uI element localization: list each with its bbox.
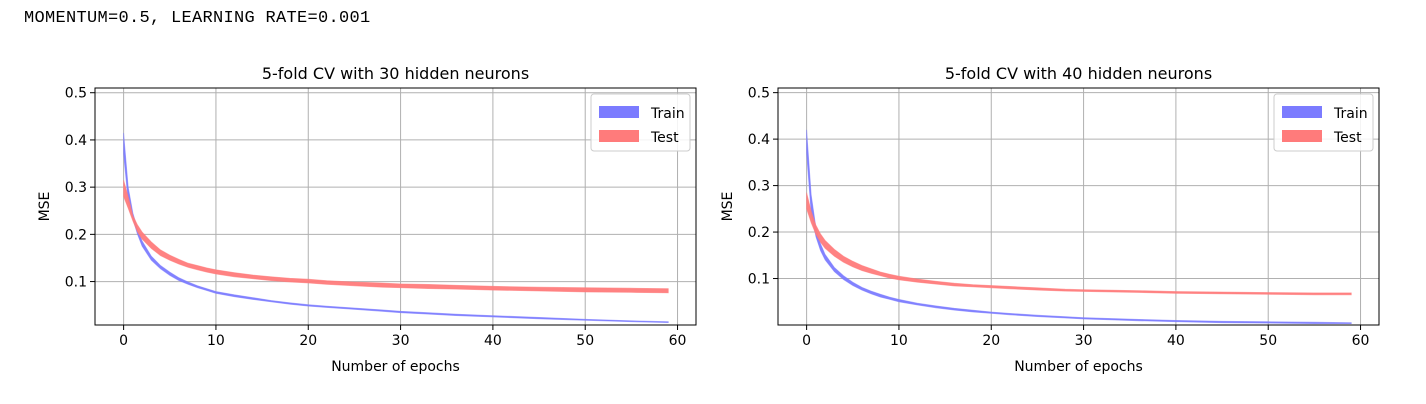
y-tick-label: 0.2 bbox=[748, 225, 770, 241]
legend: Train Test bbox=[1273, 93, 1374, 152]
grid-lines bbox=[95, 88, 696, 325]
chart-title: 5-fold CV with 40 hidden neurons bbox=[945, 64, 1212, 83]
chart-svg: 5-fold CV with 30 hidden neurons 0 10 20 30 4… bbox=[37, 64, 697, 375]
y-tick-label: 0.4 bbox=[65, 133, 87, 149]
legend-swatch-train bbox=[1282, 106, 1322, 118]
legend-label-test: Test bbox=[1333, 130, 1362, 146]
x-axis-label: Number of epochs bbox=[1014, 359, 1143, 375]
x-tick-label: 0 bbox=[802, 333, 811, 349]
x-tick-label: 40 bbox=[484, 333, 502, 349]
x-tick-label: 0 bbox=[119, 333, 128, 349]
y-tick-label: 0.5 bbox=[65, 86, 87, 102]
chart-40-hidden-neurons: 5-fold CV with 40 hidden neurons 0 10 20 30 4… bbox=[683, 56, 1383, 396]
x-tick-label: 50 bbox=[1259, 333, 1277, 349]
series-band-test bbox=[123, 179, 669, 294]
x-tick-label: 10 bbox=[207, 333, 225, 349]
legend-label-test: Test bbox=[650, 130, 679, 146]
plot-frame bbox=[777, 87, 1380, 326]
series-band-test bbox=[806, 192, 1352, 296]
series-band-train bbox=[123, 132, 669, 324]
y-tick-label: 0.1 bbox=[65, 275, 87, 291]
legend-swatch-test bbox=[599, 130, 639, 142]
y-tick-label: 0.4 bbox=[748, 132, 770, 148]
x-tick-label: 60 bbox=[1352, 333, 1370, 349]
y-axis-label: MSE bbox=[720, 192, 736, 222]
x-tick-label: 30 bbox=[392, 333, 410, 349]
x-tick-label: 50 bbox=[576, 333, 594, 349]
legend-label-train: Train bbox=[1333, 106, 1368, 122]
legend-label-train: Train bbox=[650, 106, 685, 122]
y-tick-label: 0.3 bbox=[65, 180, 87, 196]
x-axis-label: Number of epochs bbox=[331, 359, 460, 375]
x-tick-label: 20 bbox=[299, 333, 317, 349]
y-tick-label: 0.1 bbox=[748, 272, 770, 288]
chart-30-hidden-neurons: 5-fold CV with 30 hidden neurons 0 10 20 30 4… bbox=[0, 56, 700, 396]
legend-swatch-test bbox=[1282, 130, 1322, 142]
legend-swatch-train bbox=[599, 106, 639, 118]
y-axis-label: MSE bbox=[37, 192, 53, 222]
y-tick-label: 0.3 bbox=[748, 179, 770, 195]
y-tick-label: 0.5 bbox=[748, 86, 770, 102]
y-tick-label: 0.2 bbox=[65, 227, 87, 243]
legend: Train Test bbox=[590, 93, 691, 152]
plot-frame bbox=[94, 87, 697, 326]
x-tick-label: 40 bbox=[1167, 333, 1185, 349]
x-tick-label: 30 bbox=[1075, 333, 1093, 349]
x-tick-label: 20 bbox=[982, 333, 1000, 349]
page-heading: MOMENTUM=0.5, LEARNING RATE=0.001 bbox=[24, 9, 371, 28]
chart-svg: 5-fold CV with 40 hidden neurons 0 10 20 30 4… bbox=[720, 64, 1380, 375]
series-band-train bbox=[806, 129, 1352, 324]
chart-title: 5-fold CV with 30 hidden neurons bbox=[262, 64, 529, 83]
x-tick-label: 60 bbox=[669, 333, 687, 349]
x-tick-label: 10 bbox=[890, 333, 908, 349]
